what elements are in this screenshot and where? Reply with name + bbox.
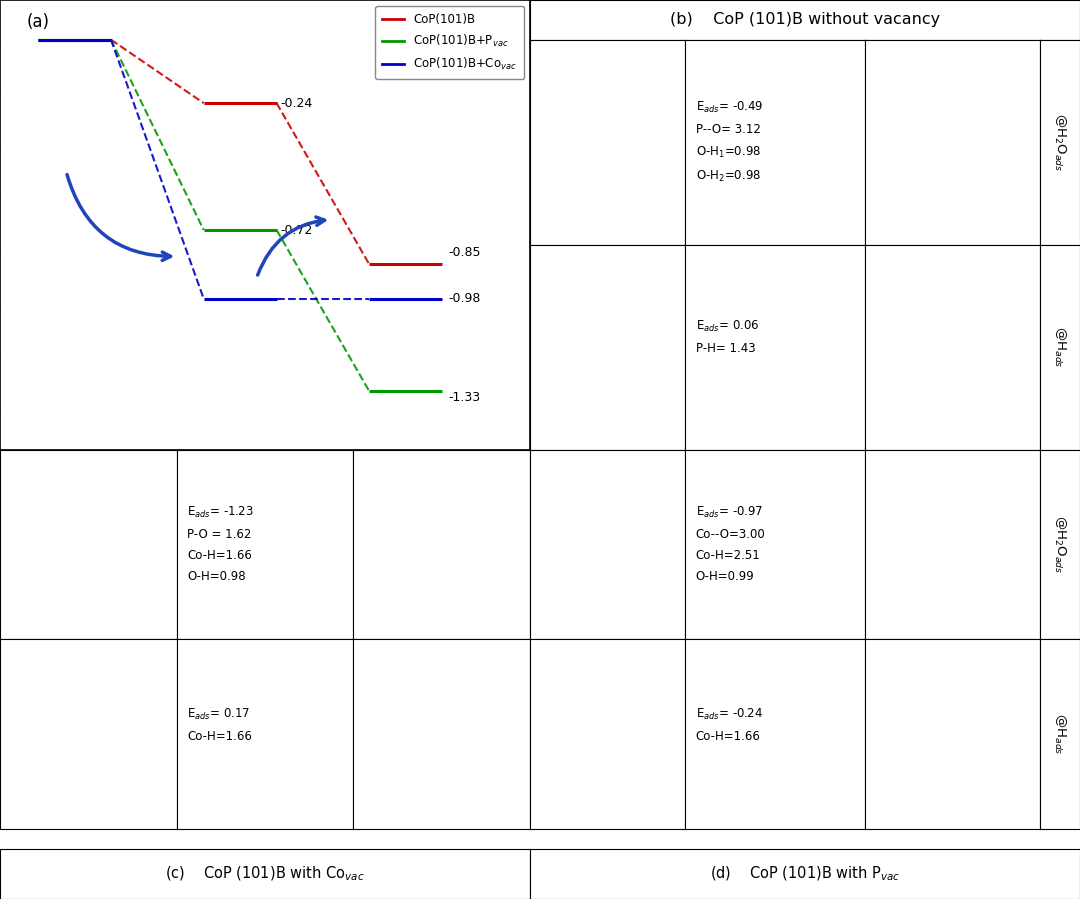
Text: E$_{ads}$= 0.06
P-H= 1.43: E$_{ads}$= 0.06 P-H= 1.43 [696,319,759,355]
FancyArrowPatch shape [67,174,171,261]
Text: -0.72: -0.72 [280,224,312,236]
FancyArrowPatch shape [258,217,325,275]
Text: -0.85: -0.85 [449,246,482,259]
Text: E$_{ads}$= -0.97
Co--O=3.00
Co-H=2.51
O-H=0.99: E$_{ads}$= -0.97 Co--O=3.00 Co-H=2.51 O-… [696,505,766,583]
Legend: CoP(101)B, CoP(101)B+P$_{vac}$, CoP(101)B+Co$_{vac}$: CoP(101)B, CoP(101)B+P$_{vac}$, CoP(101)… [376,6,524,79]
Text: -0.98: -0.98 [449,292,482,306]
Text: (c)    CoP (101)B with Co$_{vac}$: (c) CoP (101)B with Co$_{vac}$ [165,865,365,883]
Text: @H$_{2}$O$_{ads}$: @H$_{2}$O$_{ads}$ [1052,113,1067,172]
Text: (b)    CoP (101)B without vacancy: (b) CoP (101)B without vacancy [670,13,940,28]
Text: (d)    CoP (101)B with P$_{vac}$: (d) CoP (101)B with P$_{vac}$ [710,865,901,883]
Text: -1.33: -1.33 [449,391,481,405]
Text: -0.24: -0.24 [280,96,312,110]
Text: E$_{ads}$= -1.23
P-O = 1.62
Co-H=1.66
O-H=0.98: E$_{ads}$= -1.23 P-O = 1.62 Co-H=1.66 O-… [187,505,254,583]
Text: E$_{ads}$= -0.49
P--O= 3.12
O-H$_{1}$=0.98
O-H$_{2}$=0.98: E$_{ads}$= -0.49 P--O= 3.12 O-H$_{1}$=0.… [696,101,764,184]
Text: (a): (a) [27,13,50,31]
Text: @H$_{ads}$: @H$_{ads}$ [1052,326,1067,368]
Text: E$_{ads}$= 0.17
Co-H=1.66: E$_{ads}$= 0.17 Co-H=1.66 [187,707,252,743]
Text: @H$_{ads}$: @H$_{ads}$ [1052,714,1067,755]
Text: E$_{ads}$= -0.24
Co-H=1.66: E$_{ads}$= -0.24 Co-H=1.66 [696,707,762,743]
Text: @H$_{2}$O$_{ads}$: @H$_{2}$O$_{ads}$ [1052,515,1067,574]
